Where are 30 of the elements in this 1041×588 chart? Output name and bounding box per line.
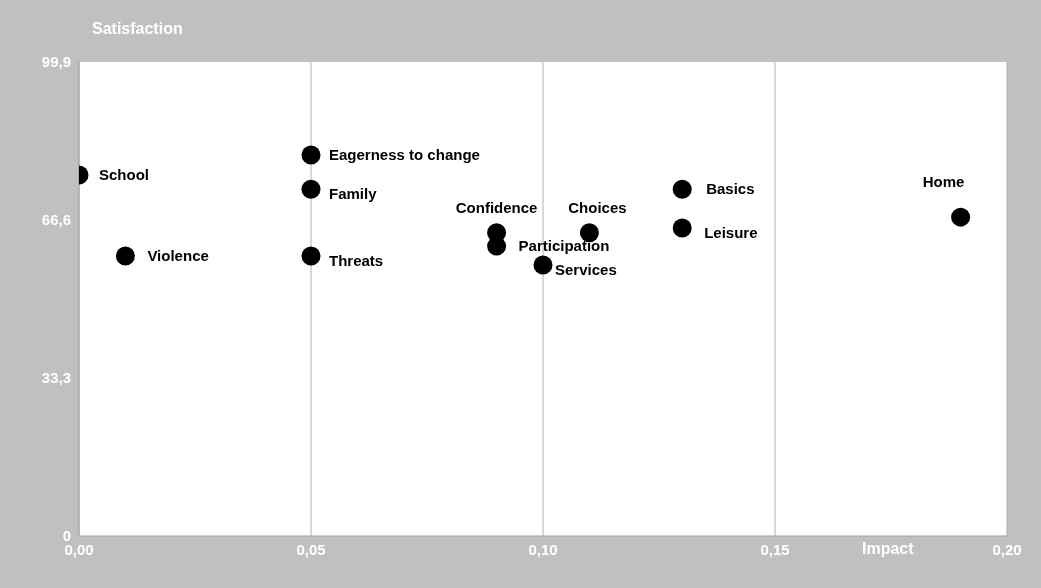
x-tick-label: 0,10 bbox=[528, 540, 558, 558]
annotation: School bbox=[99, 165, 150, 183]
point bbox=[487, 236, 507, 256]
annotation: Services bbox=[555, 261, 617, 279]
annotation: Confidence bbox=[455, 198, 538, 216]
point bbox=[301, 179, 321, 199]
annotation: Threats bbox=[329, 252, 384, 270]
point bbox=[672, 218, 692, 238]
point bbox=[533, 255, 553, 275]
annotation: Leisure bbox=[704, 224, 758, 242]
point bbox=[301, 145, 321, 165]
y-tick-label: 33,3 bbox=[41, 369, 71, 387]
x-tick-label: 0,20 bbox=[992, 540, 1022, 558]
annotation: Home bbox=[922, 173, 965, 191]
point bbox=[115, 246, 135, 266]
annotation: Eagerness to change bbox=[329, 146, 480, 163]
x-axis-title: Impact bbox=[862, 540, 914, 558]
y-axis-title: Satisfaction bbox=[92, 20, 183, 38]
y-tick-label: 99,9 bbox=[41, 53, 71, 71]
annotation: Family bbox=[329, 185, 378, 203]
annotation: Participation bbox=[518, 237, 610, 255]
annotation: Violence bbox=[147, 247, 209, 265]
y-tick-label: 66,6 bbox=[41, 211, 71, 229]
annotation: Choices bbox=[568, 198, 627, 216]
point bbox=[672, 179, 692, 199]
x-tick-label: 0,15 bbox=[760, 540, 790, 558]
annotation: Basics bbox=[706, 180, 755, 198]
x-tick-label: 0,05 bbox=[296, 540, 326, 558]
point bbox=[301, 246, 321, 266]
point bbox=[951, 207, 971, 227]
